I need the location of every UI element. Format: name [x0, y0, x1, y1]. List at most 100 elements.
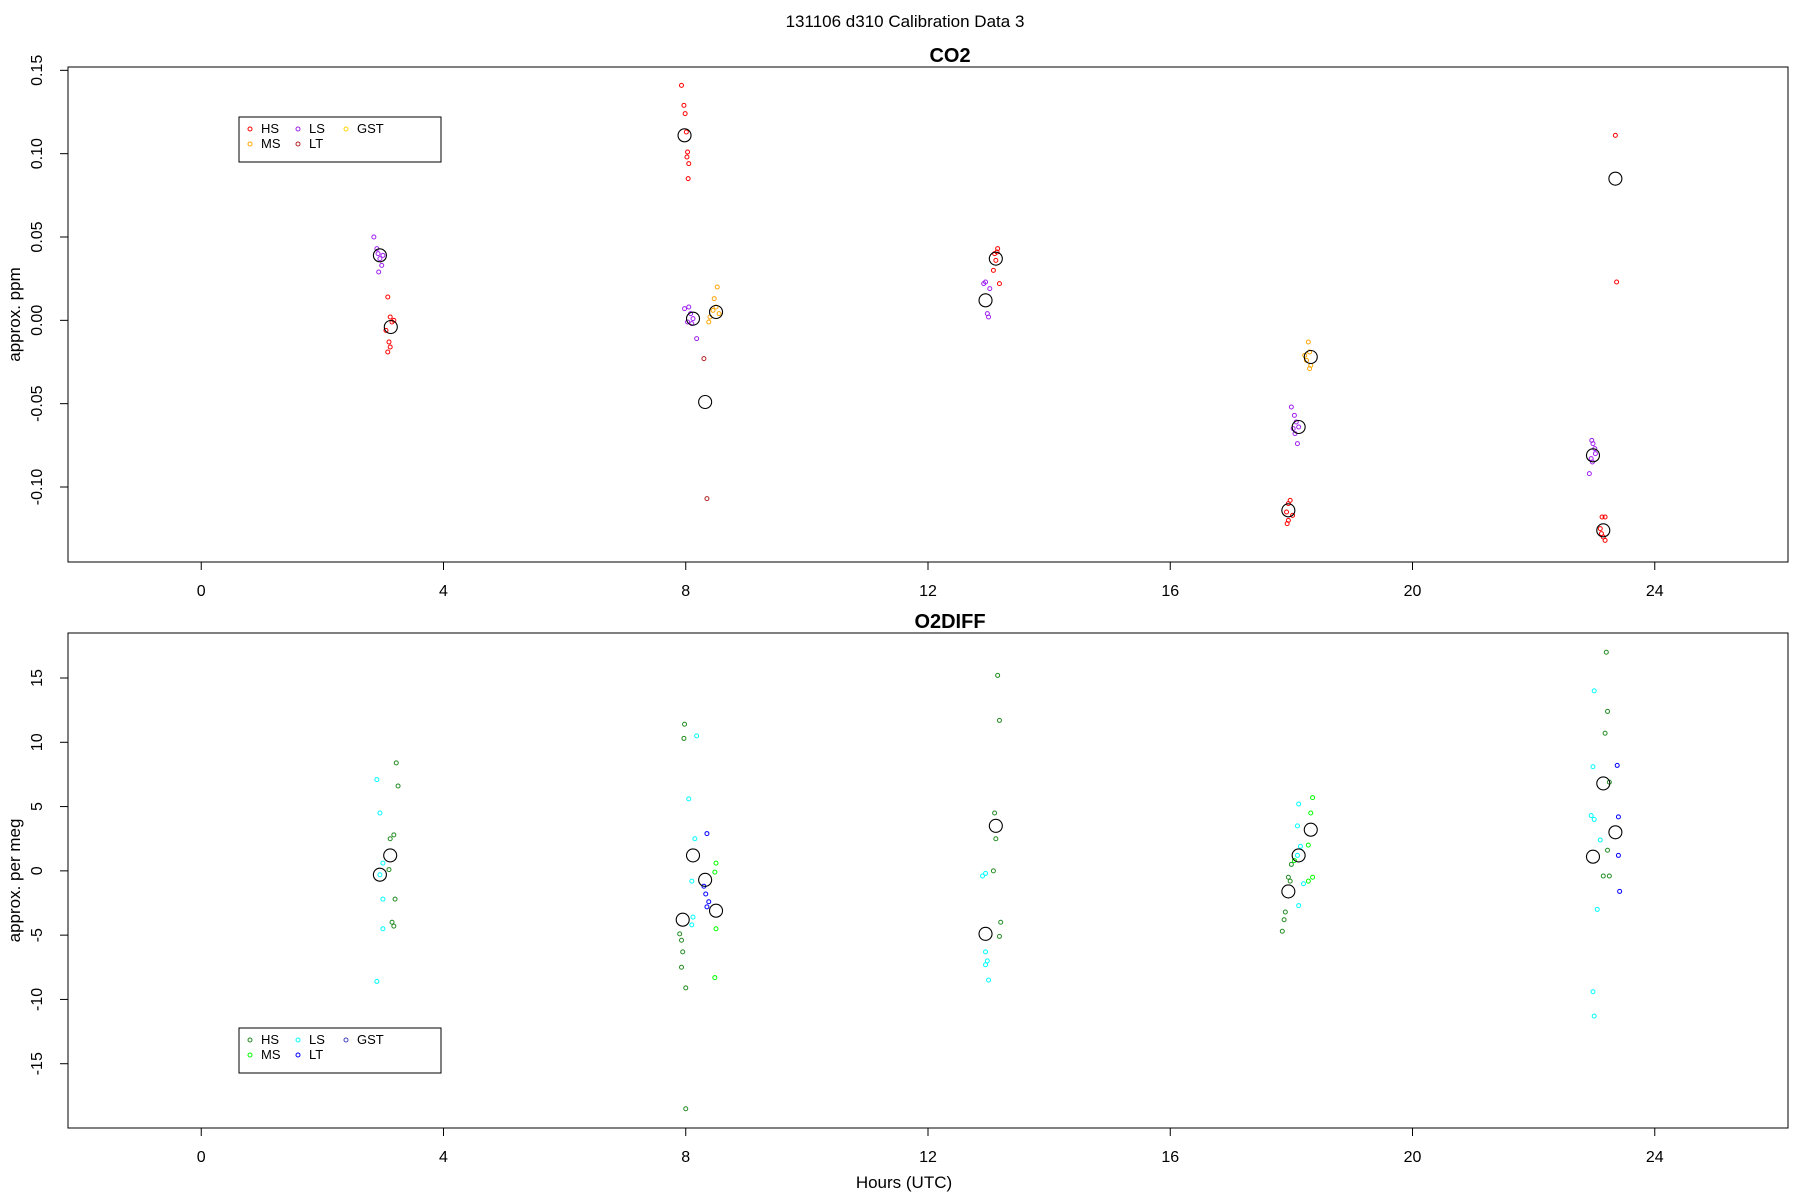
co2-hs-point [1284, 521, 1290, 527]
o2diff-lt-point [1614, 762, 1620, 768]
co2-x-tick-label: 0 [197, 583, 206, 600]
co2-mean-point [1596, 523, 1611, 538]
co2-ls-point [1291, 412, 1297, 418]
co2-mean-point [978, 293, 993, 308]
o2diff-legend-label: GST [357, 1032, 384, 1047]
co2-x-tick-label: 12 [919, 583, 937, 600]
o2diff-hs-point [998, 919, 1004, 925]
o2diff-legend-marker [295, 1052, 301, 1058]
o2diff-hs-point [1287, 878, 1293, 884]
o2diff-mean-point [698, 872, 713, 887]
co2-hs-point [682, 111, 688, 117]
o2diff-ms-point [713, 860, 719, 866]
co2-ls-point [685, 319, 691, 325]
o2diff-ms-point [1305, 878, 1311, 884]
co2-ls-point [379, 262, 385, 268]
co2-ms-point [714, 284, 720, 290]
o2diff-ls-point [377, 872, 383, 878]
o2diff-hs-point [677, 931, 683, 937]
co2-mean-point [1303, 349, 1318, 365]
co2-hs-point [1290, 512, 1296, 518]
co2-ms-point [710, 307, 716, 313]
co2-ls-point [1592, 451, 1598, 457]
o2diff-legend-marker [247, 1037, 253, 1043]
o2diff-ls-point [1296, 801, 1302, 807]
co2-lt-point [704, 496, 710, 502]
o2diff-hs-point [386, 867, 392, 873]
o2diff-mean-point [1281, 884, 1296, 899]
o2diff-panel: O2DIFF 0 4 8 12 16 20 24 -15 -10 -5 0 5 10 15 approx. p… [5, 611, 1789, 1192]
o2diff-ms-point [1305, 842, 1311, 848]
o2diff-hs-point [393, 760, 399, 766]
co2-hs-point [1602, 514, 1608, 520]
co2-legend-label: HS [261, 121, 279, 136]
co2-hs-point [684, 154, 690, 160]
co2-hs-point [1612, 132, 1618, 138]
co2-ls-point [987, 286, 993, 292]
o2diff-lt-point [704, 904, 710, 910]
co2-hs-point [685, 149, 691, 155]
co2-x-tick-label: 8 [681, 583, 690, 600]
o2diff-hs-point [993, 836, 999, 842]
o2diff-hs-point [389, 919, 395, 925]
co2-hs-point [386, 339, 392, 345]
o2diff-x-tick-label: 16 [1161, 1149, 1179, 1166]
o2diff-mean-point [1303, 822, 1318, 837]
o2diff-ls-point [986, 977, 992, 983]
co2-legend-marker [247, 141, 253, 147]
co2-ls-point [983, 279, 989, 285]
o2diff-ls-point [689, 878, 695, 884]
o2diff-hs-point [683, 1106, 689, 1112]
o2diff-ms-point [713, 926, 719, 932]
co2-hs-point [996, 281, 1002, 287]
co2-hs-point [1597, 526, 1603, 532]
o2diff-y-tick-label: 0 [29, 866, 46, 875]
co2-hs-point [685, 176, 691, 182]
co2-y-tick-label: 0.15 [29, 55, 46, 86]
co2-legend-marker [343, 126, 349, 132]
o2diff-ms-point [712, 975, 718, 981]
o2diff-mean-point [978, 926, 993, 941]
o2diff-ls-point [380, 896, 386, 902]
o2diff-y-tick-label: -10 [29, 988, 46, 1011]
o2diff-hs-point [1605, 708, 1611, 714]
co2-y-tick-label: 0.00 [29, 305, 46, 336]
co2-ms-point [706, 319, 712, 325]
o2diff-ms-point [1310, 874, 1316, 880]
co2-ls-point [689, 321, 695, 327]
co2-hs-point [993, 257, 999, 263]
o2diff-ls-point [1294, 852, 1300, 858]
o2diff-ls-point [689, 922, 695, 928]
co2-x-tick-label: 16 [1161, 583, 1179, 600]
o2diff-hs-point [391, 923, 397, 929]
o2diff-legend-label: LT [309, 1047, 323, 1062]
o2diff-ls-point [374, 777, 380, 783]
co2-ls-point [1288, 404, 1294, 410]
o2diff-hs-point [682, 721, 688, 727]
o2diff-ls-point [1300, 881, 1306, 887]
o2diff-ls-point [692, 836, 698, 842]
co2-x-tick-label: 4 [439, 583, 448, 600]
o2diff-ls-point [380, 860, 386, 866]
o2diff-ls-point [983, 949, 989, 955]
co2-legend-label: LS [309, 121, 325, 136]
co2-y-tick-label: -0.05 [29, 385, 46, 422]
co2-mean-point [685, 311, 701, 326]
co2-legend-label: GST [357, 121, 384, 136]
o2diff-hs-point [1282, 909, 1288, 915]
figure-title: 131106 d310 Calibration Data 3 [786, 12, 1025, 31]
co2-legend-marker [295, 126, 301, 132]
o2diff-hs-point [1288, 861, 1294, 867]
o2diff-ls-point [686, 796, 692, 802]
o2diff-title: O2DIFF [914, 611, 985, 633]
o2diff-ls-point [1294, 823, 1300, 829]
co2-hs-point [1599, 514, 1605, 520]
co2-hs-point [995, 246, 1001, 252]
co2-hs-point [1284, 509, 1290, 515]
co2-ls-point [690, 316, 696, 322]
co2-ls-point [380, 252, 386, 258]
o2diff-hs-point [1600, 873, 1606, 879]
co2-ms-point [1307, 366, 1313, 372]
o2diff-y-tick-label: -15 [29, 1052, 46, 1075]
o2diff-mean-point [1596, 776, 1611, 791]
